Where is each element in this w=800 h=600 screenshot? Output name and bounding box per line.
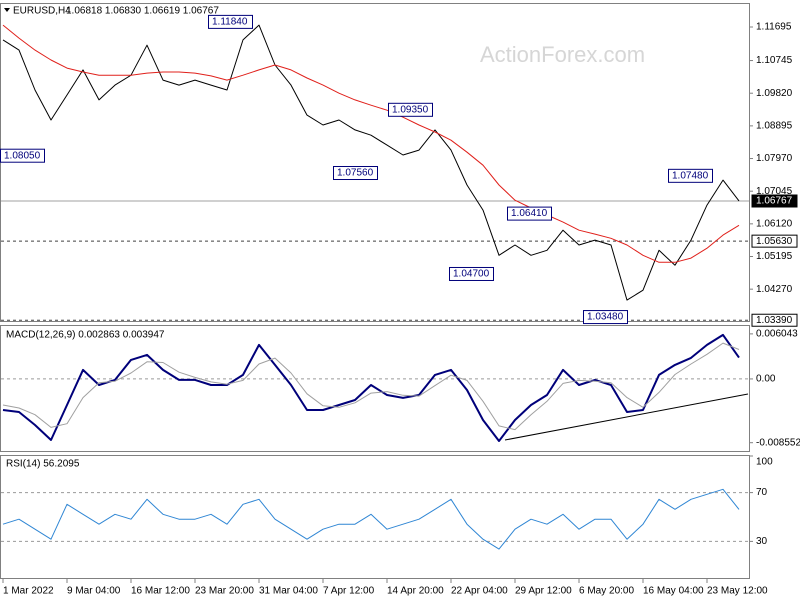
y-tick-label: 1.07970 bbox=[756, 153, 793, 164]
price-annotation: 1.07480 bbox=[672, 170, 709, 181]
macd-title: MACD(12,26,9) 0.002863 0.003947 bbox=[6, 330, 165, 341]
level-label-box bbox=[751, 234, 798, 248]
x-tick-label: 29 Apr 12:00 bbox=[515, 586, 572, 597]
watermark: ActionForex.com bbox=[480, 42, 645, 67]
price-annotation: 1.03480 bbox=[587, 312, 624, 323]
x-tick-label: 7 Apr 12:00 bbox=[323, 586, 375, 597]
y-tick-label: 1.04270 bbox=[756, 284, 793, 295]
price-annotation-box bbox=[208, 14, 253, 29]
price-annotation-box bbox=[333, 166, 378, 181]
price-annotation: 1.06410 bbox=[511, 208, 548, 219]
series-line bbox=[2, 24, 740, 301]
x-tick-label: 23 May 12:00 bbox=[707, 586, 768, 597]
y-tick-label: 1.06120 bbox=[756, 218, 793, 229]
level-label: 1.03390 bbox=[756, 315, 793, 326]
chart-title: EURUSD,H4 bbox=[13, 6, 71, 17]
price-annotation-box bbox=[507, 206, 552, 221]
price-annotation: 1.11840 bbox=[212, 17, 248, 28]
chart-subtitle: 1.06818 1.06830 1.06619 1.06767 bbox=[66, 6, 219, 17]
macd-panel-frame bbox=[0, 325, 750, 452]
x-tick-label: 23 Mar 20:00 bbox=[195, 586, 254, 597]
level-label-box bbox=[751, 194, 798, 208]
series-line bbox=[2, 24, 740, 263]
price-annotation-box bbox=[668, 168, 713, 183]
y-tick-label: 70 bbox=[756, 487, 768, 498]
y-tick-label: 1.10745 bbox=[756, 55, 793, 66]
y-tick-label: 30 bbox=[756, 536, 768, 547]
level-label: 1.05630 bbox=[756, 236, 793, 247]
y-tick-label: -0.008552 bbox=[756, 437, 800, 448]
x-tick-label: 1 Mar 2022 bbox=[3, 586, 54, 597]
x-tick-label: 31 Mar 04:00 bbox=[259, 586, 318, 597]
y-tick-label: 0.00 bbox=[756, 374, 776, 385]
price-annotation-box bbox=[388, 102, 433, 117]
price-annotation: 1.04700 bbox=[453, 269, 490, 280]
y-tick-label: 1.11695 bbox=[756, 22, 792, 33]
rsi-panel-frame bbox=[0, 455, 750, 579]
rsi-title: RSI(14) 56.2095 bbox=[6, 459, 80, 470]
y-tick-label: 1.05195 bbox=[756, 251, 793, 262]
y-tick-label: 1.09820 bbox=[756, 88, 793, 99]
x-tick-label: 14 Apr 20:00 bbox=[387, 586, 444, 597]
x-tick-label: 16 May 04:00 bbox=[643, 586, 704, 597]
y-tick-label: 100 bbox=[756, 457, 773, 468]
series-line bbox=[2, 333, 740, 442]
price-annotation: 1.08050 bbox=[4, 150, 41, 161]
y-tick-label: 0.006043 bbox=[756, 329, 798, 340]
x-tick-label: 16 Mar 12:00 bbox=[131, 586, 190, 597]
price-annotation-box bbox=[449, 266, 494, 281]
series-line bbox=[2, 342, 740, 431]
level-label-box bbox=[751, 313, 798, 327]
level-label: 1.06767 bbox=[756, 196, 793, 207]
x-tick-label: 6 May 20:00 bbox=[579, 586, 634, 597]
series-line bbox=[2, 488, 740, 550]
menu-triangle bbox=[4, 8, 10, 12]
x-tick-label: 9 Mar 04:00 bbox=[67, 586, 121, 597]
y-tick-label: 1.08895 bbox=[756, 121, 793, 132]
y-tick-label: 1.07045 bbox=[756, 186, 793, 197]
macd-trendline bbox=[504, 393, 749, 441]
x-tick-label: 22 Apr 04:00 bbox=[451, 586, 508, 597]
price-annotation-box bbox=[583, 310, 628, 325]
price-annotation: 1.09350 bbox=[392, 104, 429, 115]
price-annotation-box bbox=[0, 148, 45, 163]
price-annotation: 1.07560 bbox=[337, 168, 374, 179]
